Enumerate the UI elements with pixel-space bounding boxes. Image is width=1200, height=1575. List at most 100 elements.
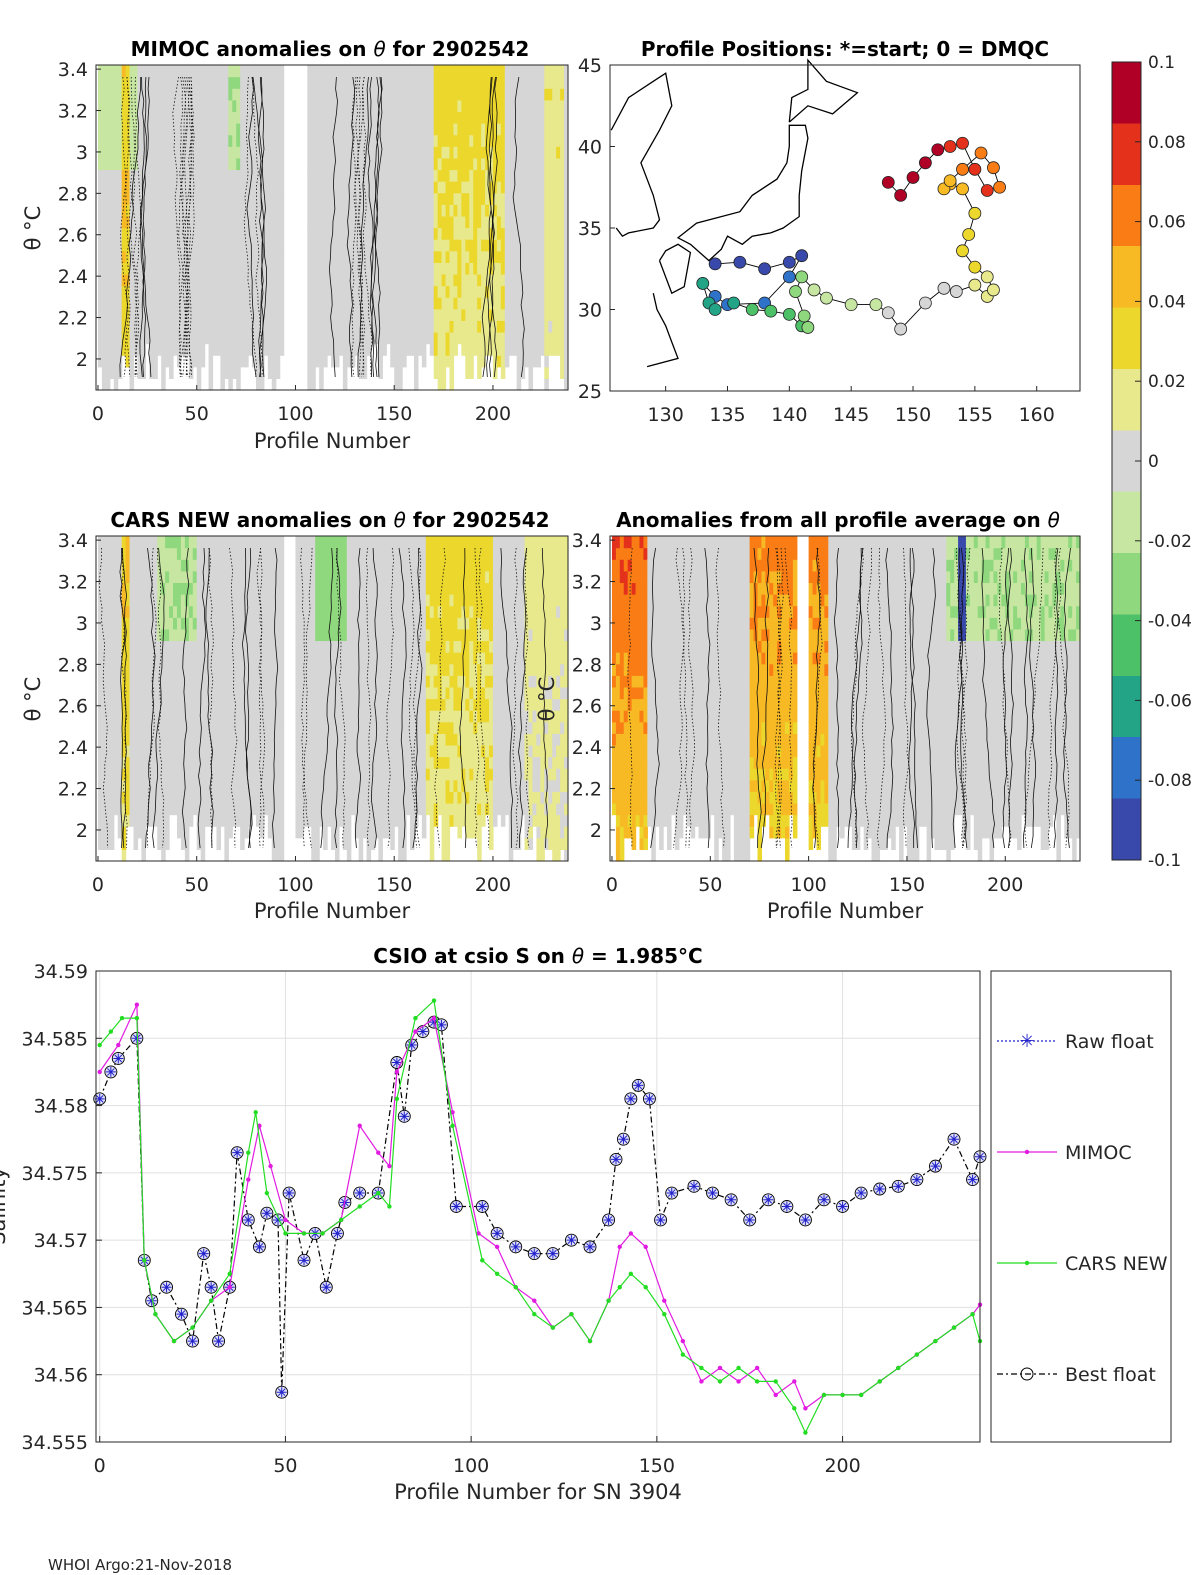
heatmap-cell xyxy=(378,285,383,298)
heatmap-cell xyxy=(469,273,474,287)
heatmap-cell xyxy=(433,355,439,368)
heatmap-cell xyxy=(204,227,210,240)
heatmap-cell xyxy=(232,640,237,653)
heatmap-cell xyxy=(244,826,249,839)
heatmap-cell xyxy=(342,285,348,298)
heatmap-cell xyxy=(101,308,107,321)
heatmap-cell xyxy=(228,721,233,734)
heatmap-cell xyxy=(402,250,407,263)
heatmap-cell xyxy=(516,366,522,379)
heatmap-cell xyxy=(279,215,285,229)
heatmap-cell xyxy=(362,366,368,379)
heatmap-cell xyxy=(232,99,237,113)
heatmap-cell xyxy=(216,227,222,240)
heatmap-cell xyxy=(536,227,541,240)
heatmap-cell xyxy=(157,582,162,595)
x-tick-label: 160 xyxy=(1019,404,1055,426)
heatmap-cell xyxy=(263,756,269,769)
heatmap-cell xyxy=(386,710,391,723)
heatmap-cell xyxy=(481,146,486,159)
heatmap-cell xyxy=(441,146,447,159)
heatmap-cell xyxy=(149,157,154,171)
heatmap-cell xyxy=(319,204,324,217)
heatmap-cell xyxy=(149,134,154,147)
heatmap-cell xyxy=(252,628,257,642)
heatmap-cell xyxy=(244,582,249,595)
heatmap-cell xyxy=(267,331,273,345)
heatmap-cell xyxy=(520,169,526,182)
heatmap-cell xyxy=(216,297,222,310)
heatmap-cell xyxy=(196,756,202,769)
heatmap-cell xyxy=(113,239,119,252)
heatmap-cell xyxy=(331,605,336,618)
heatmap-cell xyxy=(500,134,506,147)
heatmap-cell xyxy=(184,675,190,688)
heatmap-cell xyxy=(437,355,443,368)
heatmap-cell xyxy=(374,239,380,252)
heatmap-cell xyxy=(311,239,316,252)
heatmap-cell xyxy=(334,169,340,182)
heatmap-cell xyxy=(516,204,522,217)
heatmap-cell xyxy=(346,675,352,688)
heatmap-cell xyxy=(489,111,494,124)
heatmap-cell xyxy=(279,617,285,630)
heatmap-cell xyxy=(394,134,399,147)
heatmap-cell xyxy=(370,181,376,194)
heatmap-cell xyxy=(311,559,316,572)
contour-line xyxy=(258,76,266,378)
heatmap-cell xyxy=(204,99,210,113)
heatmap-cell xyxy=(208,698,214,711)
heatmap-cell xyxy=(528,123,534,136)
heatmap-cell xyxy=(212,123,218,136)
heatmap-cell xyxy=(358,366,364,379)
heatmap-cell xyxy=(184,250,190,263)
profile-position-marker xyxy=(782,255,796,269)
heatmap-cell xyxy=(137,134,143,147)
heatmap-cell xyxy=(240,285,245,298)
heatmap-cell xyxy=(184,582,190,595)
heatmap-cell xyxy=(473,99,478,113)
heatmap-cell xyxy=(173,628,178,642)
heatmap-cell xyxy=(173,343,178,356)
heatmap-cell xyxy=(212,169,218,182)
heatmap-cell xyxy=(362,698,368,711)
heatmap-cell xyxy=(161,721,166,734)
heatmap-cell xyxy=(358,204,364,217)
heatmap-cell xyxy=(161,250,166,263)
heatmap-cell xyxy=(133,814,139,827)
heatmap-cell xyxy=(97,826,103,839)
heatmap-cell xyxy=(465,181,470,194)
heatmap-cell xyxy=(334,146,340,159)
heatmap-cell xyxy=(184,99,190,113)
heatmap-cell xyxy=(109,628,115,642)
heatmap-cell xyxy=(173,169,178,182)
heatmap-cell xyxy=(275,343,281,356)
heatmap-cell xyxy=(224,779,229,792)
heatmap-cell xyxy=(184,617,190,630)
heatmap-cell xyxy=(564,308,569,321)
heatmap-cell xyxy=(137,582,143,595)
heatmap-cell xyxy=(236,123,241,136)
heatmap-cell xyxy=(319,594,324,607)
heatmap-cell xyxy=(299,744,304,758)
contour-line xyxy=(178,76,190,378)
heatmap-cell xyxy=(109,320,115,333)
heatmap-cell xyxy=(259,733,265,746)
heatmap-cell xyxy=(267,355,273,368)
heatmap-cell xyxy=(331,721,336,734)
heatmap-cell xyxy=(188,355,194,368)
heatmap-cell xyxy=(216,320,222,333)
heatmap-cell xyxy=(220,617,225,630)
heatmap-cell xyxy=(220,378,225,391)
heatmap-cell xyxy=(319,169,324,182)
heatmap-cell xyxy=(121,215,127,229)
heatmap-cell xyxy=(342,331,348,345)
heatmap-cell xyxy=(398,215,403,229)
heatmap-cell xyxy=(180,123,186,136)
heatmap-cell xyxy=(248,88,253,101)
heatmap-cell xyxy=(374,698,380,711)
heatmap-cell xyxy=(556,320,561,333)
heatmap-cell xyxy=(453,123,459,136)
heatmap-cell xyxy=(204,76,210,89)
heatmap-cell xyxy=(109,239,115,252)
